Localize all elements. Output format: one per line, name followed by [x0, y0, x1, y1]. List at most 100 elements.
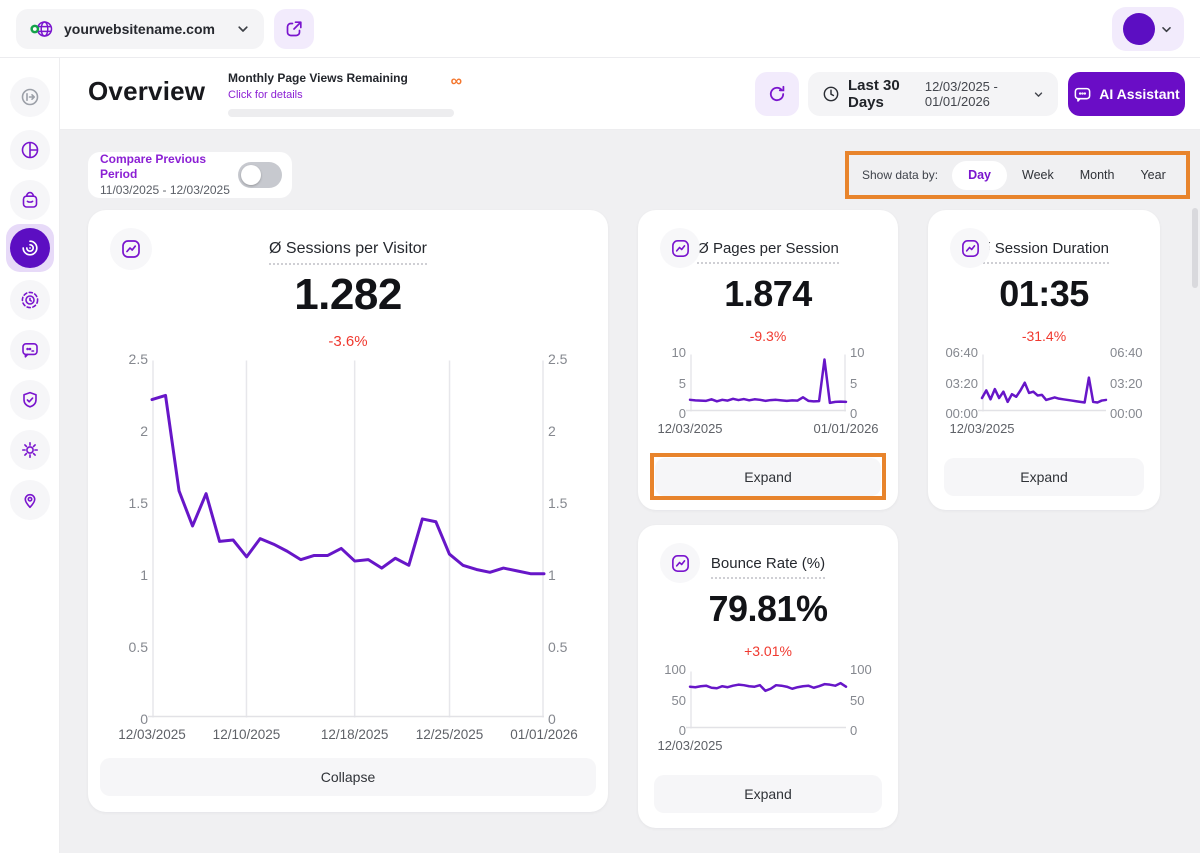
sidebar-item-feedback[interactable]	[10, 330, 50, 370]
granularity-option-month[interactable]: Month	[1079, 168, 1115, 182]
metric-title[interactable]: Ø Sessions per Visitor	[88, 240, 608, 265]
metric-title[interactable]: Ø Pages per Session	[638, 240, 898, 264]
chat-bubble-icon	[20, 340, 40, 360]
expand-button[interactable]: Expand	[655, 458, 881, 496]
refresh-button[interactable]	[755, 72, 799, 116]
website-name: yourwebsitename.com	[64, 21, 215, 37]
expand-button[interactable]: Expand	[944, 458, 1144, 496]
pages-sparkline: 10 5 0 10 5 0 12/03/2025 01/01/2026	[646, 345, 890, 436]
y-axis-left: 06:40 03:20 00:00	[945, 345, 978, 421]
y-axis-right: 2.5 2 1.5 1 0.5 0	[548, 351, 568, 727]
y-axis-left: 10 5 0	[671, 345, 686, 421]
y-axis-right: 100 50 0	[850, 662, 872, 738]
card-pages-per-session: Ø Pages per Session 1.874 -9.3% 10 5 0 10 5…	[638, 210, 898, 510]
metric-delta: -31.4%	[1021, 328, 1067, 344]
sidebar-collapse-icon	[20, 87, 40, 107]
collapse-button[interactable]: Collapse	[100, 758, 596, 796]
card-bounce-rate: Bounce Rate (%) 79.81% +3.01% 100 50 0 100…	[638, 525, 898, 828]
y-axis-left: 2.5 2 1.5 1 0.5 0	[128, 351, 148, 727]
line-chart-icon	[110, 228, 152, 270]
sessions-chart: 2.5 2 1.5 1 0.5 0 2.5 2 1.5 1 0.5 0 12/03/2025 12/1…	[104, 351, 592, 742]
sidebar-item-settings[interactable]	[10, 430, 50, 470]
card-session-duration: Ø Session Duration 01:35 -31.4% 06:40 03:…	[928, 210, 1160, 510]
sidebar-item-ecommerce[interactable]	[10, 180, 50, 220]
radar-icon	[20, 238, 40, 258]
line-chart-icon	[660, 543, 700, 583]
website-selector[interactable]: yourwebsitename.com	[16, 9, 264, 49]
toggle-knob	[241, 165, 261, 185]
x-axis: 12/03/2025 01/01/2026	[657, 421, 879, 436]
sidebar-item-privacy[interactable]	[10, 380, 50, 420]
chart-plot	[686, 669, 848, 731]
quota-details-link[interactable]: Click for details	[228, 89, 303, 101]
granularity-option-day[interactable]: Day	[952, 160, 1007, 190]
metric-value: 79.81%	[708, 588, 828, 629]
refresh-icon	[767, 84, 787, 104]
sidebar	[0, 58, 60, 853]
bounce-sparkline: 100 50 0 100 50 0 12/03/2025	[646, 662, 890, 753]
granularity-option-week[interactable]: Week	[1022, 168, 1054, 182]
clock-icon	[822, 85, 840, 103]
compare-previous-period: Compare Previous Period 11/03/2025 - 12/…	[88, 152, 292, 198]
account-menu[interactable]	[1112, 7, 1184, 51]
chevron-down-icon	[1160, 23, 1173, 36]
open-website-button[interactable]	[274, 9, 314, 49]
metric-title[interactable]: Bounce Rate (%)	[638, 555, 898, 579]
line-chart-icon	[950, 228, 990, 268]
card-sessions-per-visitor: Ø Sessions per Visitor 1.282 -3.6% 2.5 2 1…	[88, 210, 608, 812]
shield-check-icon	[20, 390, 40, 410]
quota-progressbar	[228, 109, 454, 117]
ai-assistant-button[interactable]: AI Assistant	[1068, 72, 1185, 116]
date-range-value: 12/03/2025 - 01/01/2026	[924, 79, 998, 109]
sidebar-item-dashboard[interactable]	[10, 130, 50, 170]
chart-plot	[686, 352, 848, 414]
date-range-picker[interactable]: Last 30 Days 12/03/2025 - 01/01/2026	[808, 72, 1058, 116]
globe-icon	[30, 18, 54, 40]
x-axis: 12/03/2025	[657, 738, 723, 753]
main-content: Compare Previous Period 11/03/2025 - 12/…	[60, 130, 1200, 853]
pie-chart-icon	[20, 140, 40, 160]
chat-bubble-icon	[1073, 85, 1092, 104]
x-axis: 12/03/2025 12/10/2025 12/18/2025 12/25/2025…	[118, 727, 578, 742]
sidebar-collapse-button[interactable]	[10, 77, 50, 117]
metric-delta: -3.6%	[328, 333, 368, 350]
shopping-bag-icon	[20, 190, 40, 210]
compare-toggle[interactable]	[238, 162, 282, 188]
page-title: Overview	[88, 76, 206, 106]
granularity-option-year[interactable]: Year	[1140, 168, 1166, 182]
expand-button[interactable]: Expand	[654, 775, 882, 813]
compare-range: 11/03/2025 - 12/03/2025	[100, 182, 230, 197]
avatar	[1123, 13, 1155, 45]
line-chart-icon	[660, 228, 700, 268]
date-range-label: Last 30 Days	[848, 77, 900, 111]
quota-widget: Monthly Page Views Remaining Click for d…	[228, 71, 462, 117]
y-axis-right: 10 5 0	[850, 345, 865, 421]
metric-delta: -9.3%	[749, 328, 787, 344]
metric-title[interactable]: Ø Session Duration	[928, 240, 1160, 264]
vertical-scrollbar[interactable]	[1192, 208, 1198, 288]
show-data-by-label: Show data by:	[862, 168, 939, 182]
infinity-badge: ∞	[450, 73, 462, 90]
metric-value: 1.874	[724, 273, 812, 314]
sidebar-item-statistics-active[interactable]	[6, 224, 54, 272]
granularity-selector-highlight: Show data by: Day Week Month Year	[845, 151, 1190, 199]
sidebar-item-location[interactable]	[10, 480, 50, 520]
top-bar: yourwebsitename.com	[0, 0, 1200, 58]
chart-plot	[148, 358, 546, 720]
y-axis-left: 100 50 0	[664, 662, 686, 738]
metric-value: 1.282	[294, 270, 402, 319]
y-axis-right: 06:40 03:20 00:00	[1110, 345, 1143, 421]
metric-value: 01:35	[999, 273, 1089, 314]
ai-assistant-label: AI Assistant	[1099, 86, 1180, 102]
chevron-down-icon	[236, 22, 250, 36]
duration-sparkline: 06:40 03:20 00:00 06:40 03:20 00:00 12/03/20…	[932, 345, 1156, 436]
compare-label: Compare Previous Period	[100, 151, 207, 182]
lens-icon	[20, 290, 40, 310]
gear-icon	[20, 440, 40, 460]
chart-plot	[978, 352, 1108, 414]
quota-title: Monthly Page Views Remaining	[228, 71, 408, 85]
x-axis: 12/03/2025	[949, 421, 1015, 436]
sidebar-item-recordings[interactable]	[10, 280, 50, 320]
metric-delta: +3.01%	[744, 643, 792, 659]
